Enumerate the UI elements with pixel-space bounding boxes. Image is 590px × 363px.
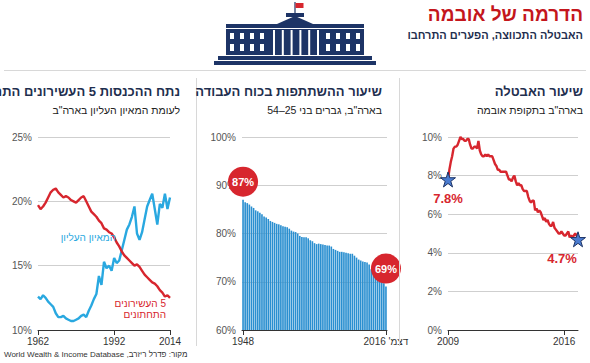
svg-text:דצמ' 2016: דצמ' 2016	[364, 336, 409, 347]
svg-text:7.8%: 7.8%	[433, 191, 463, 206]
svg-text:69%: 69%	[375, 263, 397, 275]
svg-text:10%: 10%	[422, 132, 442, 143]
html-text:האבטלה התכווצה, הפערים התרחבו: האבטלה התכווצה, הפערים התרחבו	[407, 29, 583, 41]
svg-text:10%: 10%	[12, 325, 32, 336]
svg-text:2%: 2%	[428, 286, 443, 297]
html-text:בארה"ב, גברים בני 25–54: בארה"ב, גברים בני 25–54	[267, 104, 382, 116]
svg-text:90%: 90%	[216, 179, 236, 191]
html-text:לעומת המאיון העליון בארה"ב: לעומת המאיון העליון בארה"ב	[52, 104, 180, 116]
html-text:מקור: פדרל ריזרב, World Wealth: מקור: פדרל ריזרב, World Wealth & Income …	[4, 350, 188, 359]
svg-text:100%: 100%	[210, 132, 236, 143]
svg-text:80%: 80%	[216, 228, 236, 239]
svg-text:70%: 70%	[216, 276, 236, 287]
html-text:5 העשירונים התחתונים: 5 העשירונים התחתונים	[114, 298, 166, 320]
svg-text:4.7%: 4.7%	[547, 251, 577, 266]
html-text:הדרמה של אובמה: הדרמה של אובמה	[427, 4, 583, 25]
svg-text:25%: 25%	[12, 132, 32, 143]
svg-text:1948: 1948	[232, 336, 255, 347]
svg-text:2009: 2009	[437, 336, 460, 347]
html-text:בארה"ב בתקופת אובמה: בארה"ב בתקופת אובמה	[477, 104, 583, 116]
svg-text:60%: 60%	[216, 325, 236, 336]
html-text:המאיון העליון: המאיון העליון	[60, 232, 116, 243]
svg-text:1962: 1962	[27, 336, 50, 347]
svg-text:20%: 20%	[12, 196, 32, 207]
svg-text:6%: 6%	[428, 209, 443, 220]
svg-text:1992: 1992	[103, 336, 126, 347]
svg-text:87%: 87%	[232, 176, 254, 188]
svg-text:0%: 0%	[428, 325, 443, 336]
svg-text:8%: 8%	[428, 170, 443, 181]
html-text:שיעור ההשתתפות בכוח העבודה: שיעור ההשתתפות בכוח העבודה	[195, 84, 382, 99]
svg-text:4%: 4%	[428, 247, 443, 258]
svg-text:15%: 15%	[12, 260, 32, 271]
svg-text:2014: 2014	[159, 336, 182, 347]
svg-text:2016: 2016	[553, 336, 576, 347]
html-text:שיעור האבטלה: שיעור האבטלה	[494, 84, 583, 99]
